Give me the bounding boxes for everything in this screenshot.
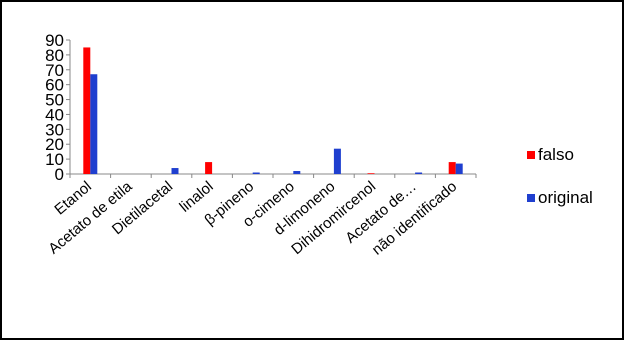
bar-falso [83, 47, 91, 174]
legend: falso original [527, 145, 593, 207]
y-tick-label: 50 [45, 91, 64, 110]
bar-original [415, 172, 423, 174]
y-tick-label: 10 [45, 150, 64, 169]
legend-label-original: original [538, 188, 593, 207]
bar-original [90, 74, 98, 174]
bar-original [171, 168, 179, 174]
y-tick-label: 70 [45, 61, 64, 80]
bar-falso [448, 162, 456, 174]
legend-swatch-falso [527, 151, 535, 159]
y-tick-label: 20 [45, 135, 64, 154]
bar-original [333, 148, 341, 174]
y-tick-label: 90 [45, 31, 64, 50]
y-tick-label: 80 [45, 46, 64, 65]
bars [83, 47, 463, 174]
y-tick-label: 30 [45, 120, 64, 139]
legend-swatch-original [527, 194, 535, 202]
y-tick-label: 60 [45, 76, 64, 95]
bar-original [252, 172, 260, 174]
y-tick-label: 40 [45, 105, 64, 124]
bar-falso [367, 173, 375, 174]
legend-label-falso: falso [538, 145, 574, 164]
bar-original [455, 163, 463, 174]
bar-falso [205, 162, 213, 174]
bar-original [293, 171, 301, 174]
y-tick-label: 0 [55, 165, 64, 184]
